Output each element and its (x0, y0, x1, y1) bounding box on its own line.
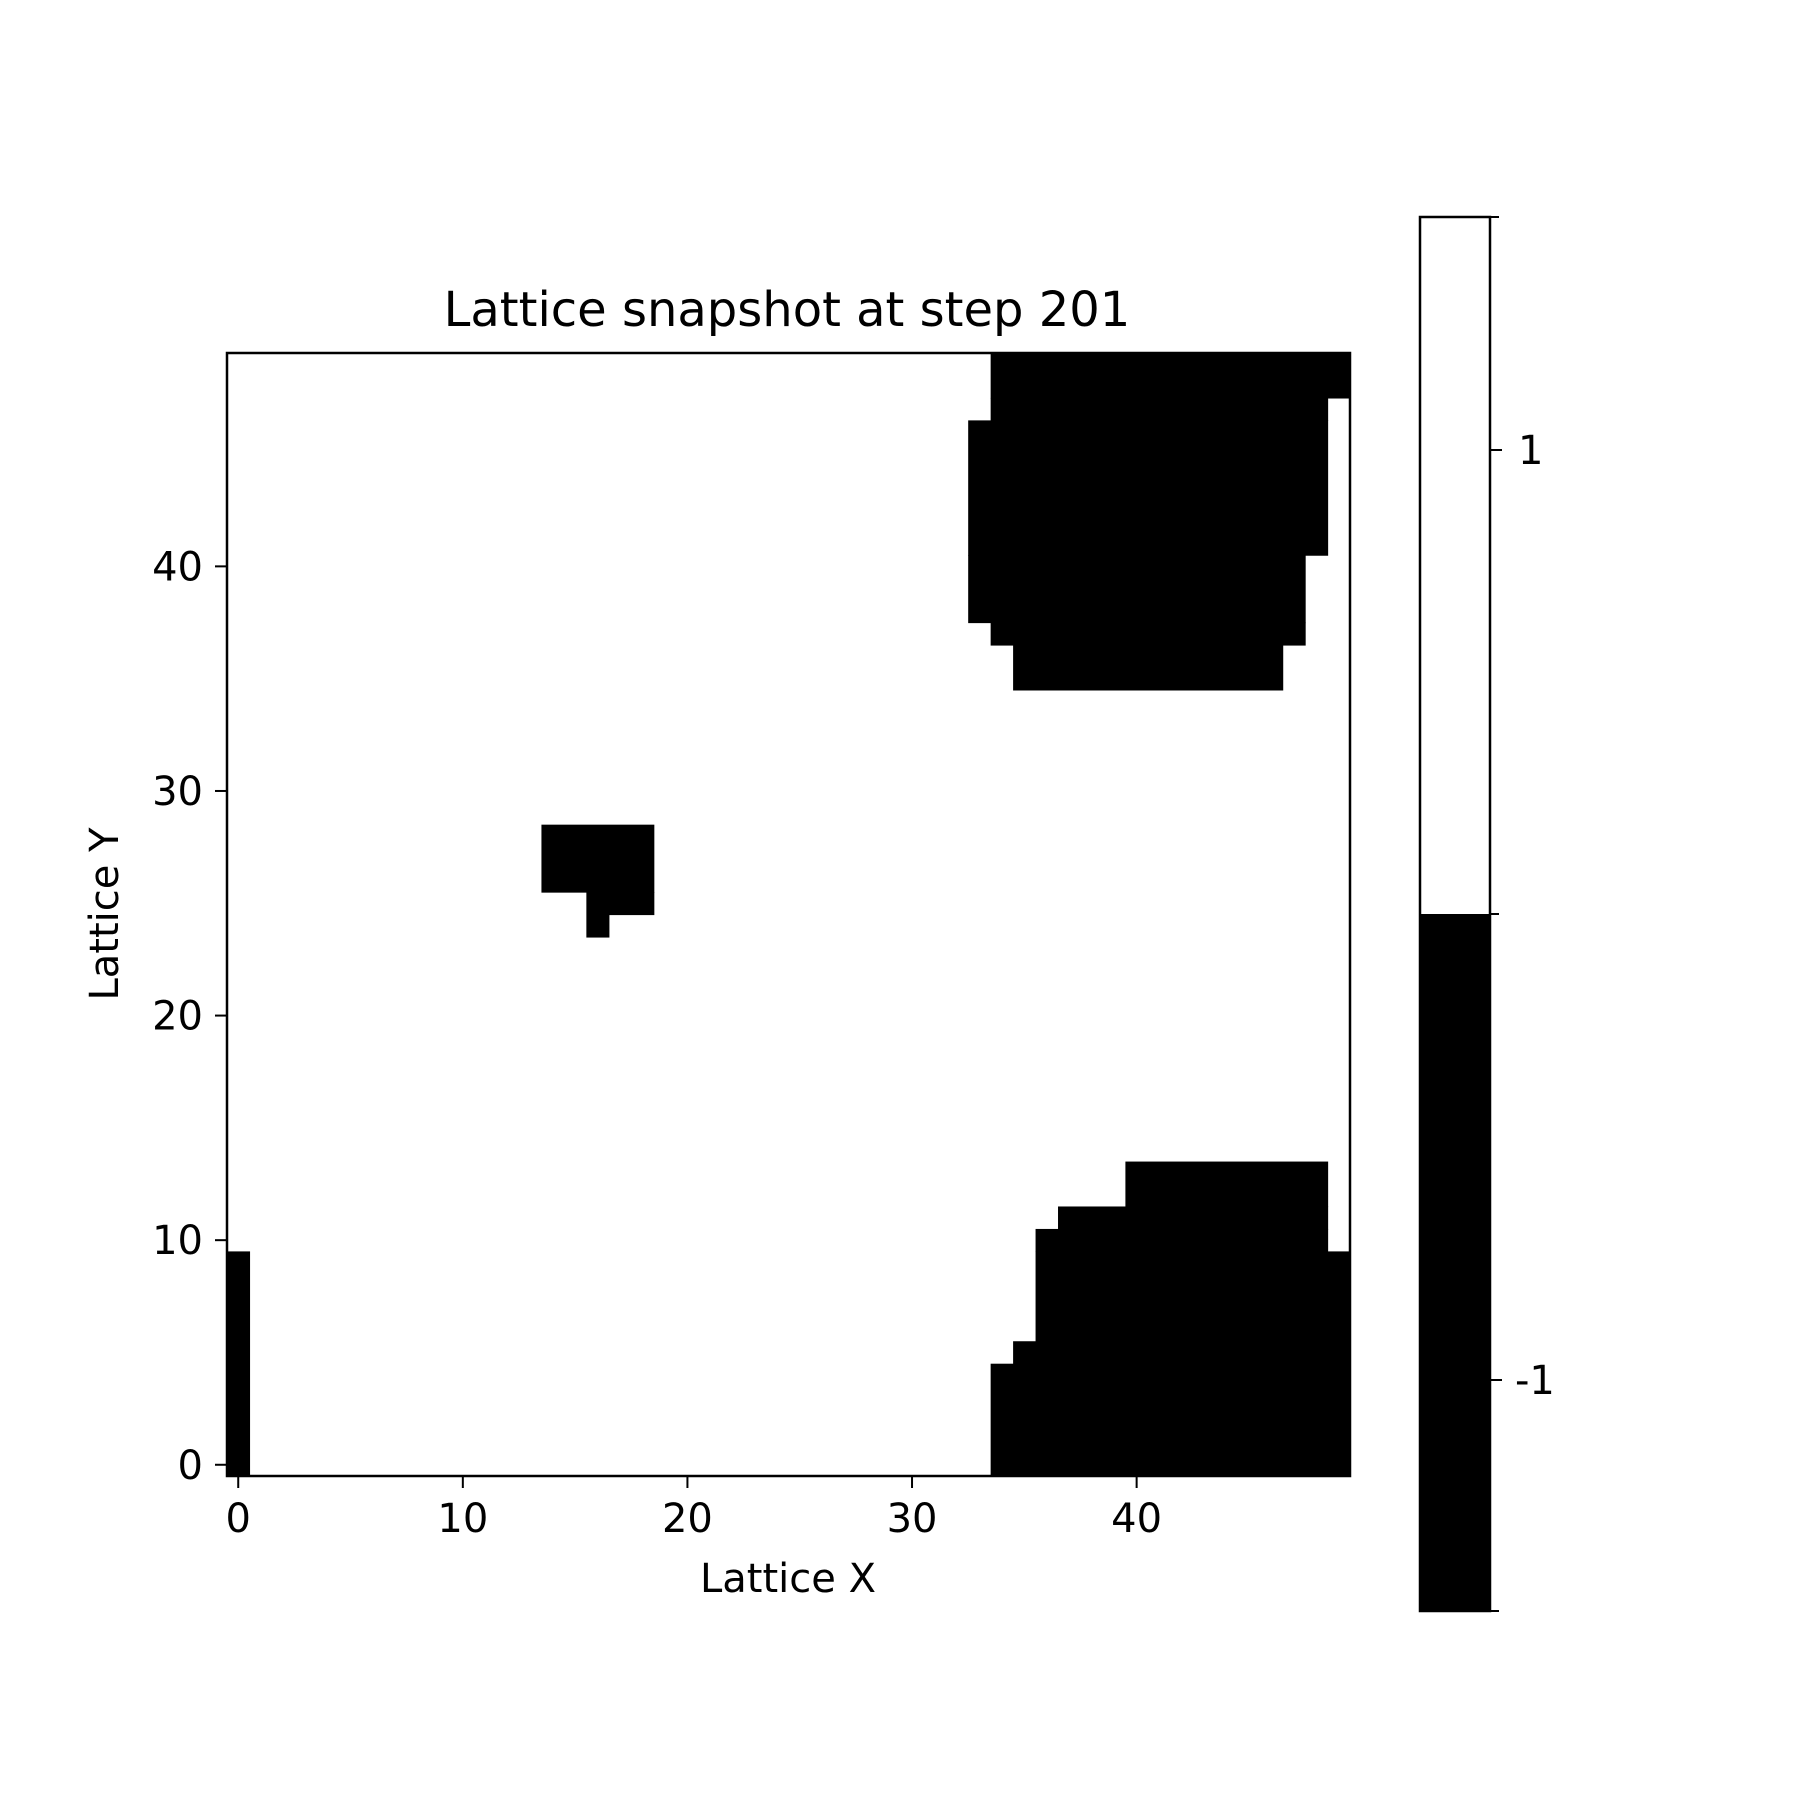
x-tick-label-10: 10 (437, 1496, 488, 1542)
plot-frame (225, 351, 1352, 1478)
spin-down-region-3 (1035, 1251, 1351, 1342)
spin-down-region-2 (1013, 1341, 1351, 1365)
colorbar-white-segment (1420, 217, 1490, 914)
y-tick-label-40: 40 (152, 544, 203, 590)
colorbar-label-1: 1 (1518, 428, 1543, 474)
spin-down-region-11 (990, 622, 1306, 646)
colorbar-black-segment (1420, 914, 1490, 1611)
spin-down-region-12 (968, 555, 1306, 624)
y-tick-label-30: 30 (152, 769, 203, 815)
spin-down-region-1 (990, 1363, 1351, 1477)
spin-down-region-7 (541, 824, 655, 893)
spin-down-region-10 (1013, 644, 1284, 691)
x-tick-label-30: 30 (887, 1496, 938, 1542)
x-tick-label-20: 20 (662, 1496, 713, 1542)
colorbar: 1 -1 (1418, 215, 1555, 1613)
spin-down-region-4 (1035, 1228, 1329, 1252)
x-tick-label-40: 40 (1111, 1496, 1162, 1542)
lattice-cells (227, 353, 1351, 1477)
x-tick-label-0: 0 (226, 1496, 251, 1542)
y-axis-ticks: 0 10 20 30 40 (152, 544, 227, 1489)
spin-down-region-6 (1125, 1161, 1329, 1208)
spin-down-region-8 (586, 892, 610, 938)
y-axis-label: Lattice Y (82, 827, 128, 1001)
x-axis-label: Lattice X (700, 1556, 876, 1602)
spin-down-region-13 (968, 420, 1329, 556)
spin-down-region-15 (990, 353, 1351, 399)
spin-down-region-5 (1058, 1206, 1329, 1230)
chart-title: Lattice snapshot at step 201 (444, 282, 1131, 338)
x-axis-ticks: 0 10 20 30 40 (226, 1476, 1162, 1542)
spin-down-region-0 (227, 1251, 251, 1477)
spin-down-region-14 (990, 397, 1329, 421)
y-tick-label-0: 0 (178, 1443, 203, 1489)
colorbar-label-minus-1: -1 (1515, 1358, 1555, 1404)
y-tick-label-20: 20 (152, 994, 203, 1040)
spin-down-region-9 (608, 892, 655, 916)
y-tick-label-10: 10 (152, 1218, 203, 1264)
